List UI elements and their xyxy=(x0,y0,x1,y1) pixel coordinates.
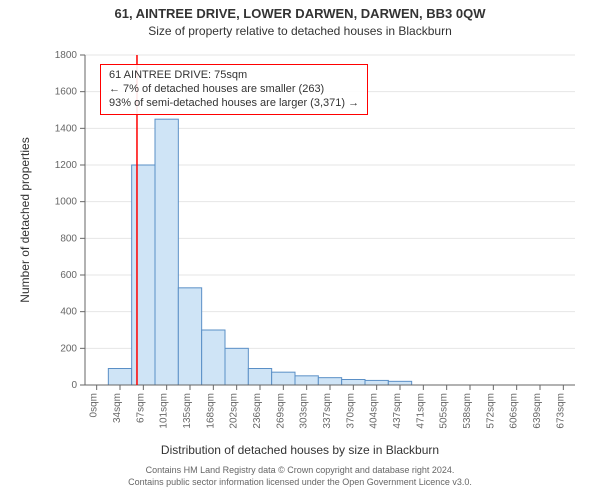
svg-text:437sqm: 437sqm xyxy=(392,393,403,429)
svg-text:34sqm: 34sqm xyxy=(112,393,123,423)
svg-text:168sqm: 168sqm xyxy=(205,393,216,429)
annotation-line-1: 61 AINTREE DRIVE: 75sqm xyxy=(109,69,359,83)
svg-text:572sqm: 572sqm xyxy=(485,393,496,429)
svg-text:800: 800 xyxy=(60,233,77,244)
svg-text:1200: 1200 xyxy=(55,160,78,171)
svg-text:1600: 1600 xyxy=(55,87,78,98)
annotation-line-3: 93% of semi-detached houses are larger (… xyxy=(109,97,359,111)
svg-text:67sqm: 67sqm xyxy=(135,393,146,423)
credit-line-1: Contains HM Land Registry data © Crown c… xyxy=(0,465,600,475)
svg-text:639sqm: 639sqm xyxy=(532,393,543,429)
x-axis-label: Distribution of detached houses by size … xyxy=(0,443,600,457)
svg-text:202sqm: 202sqm xyxy=(229,393,240,429)
svg-text:1000: 1000 xyxy=(55,197,78,208)
marker-annotation: 61 AINTREE DRIVE: 75sqm ← 7% of detached… xyxy=(100,64,368,115)
svg-text:236sqm: 236sqm xyxy=(252,393,263,429)
svg-text:370sqm: 370sqm xyxy=(345,393,356,429)
credit-line-2: Contains public sector information licen… xyxy=(0,477,600,487)
svg-text:673sqm: 673sqm xyxy=(555,393,566,429)
svg-text:538sqm: 538sqm xyxy=(462,393,473,429)
svg-text:337sqm: 337sqm xyxy=(322,393,333,429)
svg-text:0: 0 xyxy=(71,380,77,391)
svg-text:404sqm: 404sqm xyxy=(369,393,380,429)
annotation-line-2: ← 7% of detached houses are smaller (263… xyxy=(109,83,359,97)
svg-text:0sqm: 0sqm xyxy=(89,393,100,417)
svg-text:505sqm: 505sqm xyxy=(439,393,450,429)
chart-container: 61, AINTREE DRIVE, LOWER DARWEN, DARWEN,… xyxy=(0,0,600,500)
svg-text:606sqm: 606sqm xyxy=(509,393,520,429)
svg-text:269sqm: 269sqm xyxy=(275,393,286,429)
svg-text:101sqm: 101sqm xyxy=(159,393,170,429)
svg-text:400: 400 xyxy=(60,307,77,318)
svg-text:200: 200 xyxy=(60,343,77,354)
svg-text:600: 600 xyxy=(60,270,77,281)
svg-text:1800: 1800 xyxy=(55,50,78,61)
svg-text:303sqm: 303sqm xyxy=(299,393,310,429)
svg-text:1400: 1400 xyxy=(55,123,78,134)
svg-text:135sqm: 135sqm xyxy=(182,393,193,429)
svg-text:471sqm: 471sqm xyxy=(415,393,426,429)
